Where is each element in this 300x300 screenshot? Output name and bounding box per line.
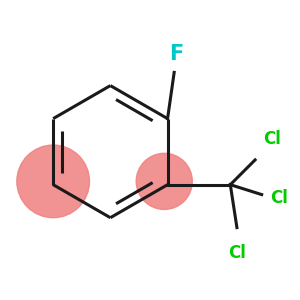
Circle shape [17,145,89,218]
Text: Cl: Cl [228,244,246,262]
Circle shape [136,153,192,209]
Text: Cl: Cl [270,189,288,207]
Text: Cl: Cl [263,130,281,148]
Text: F: F [169,44,183,64]
